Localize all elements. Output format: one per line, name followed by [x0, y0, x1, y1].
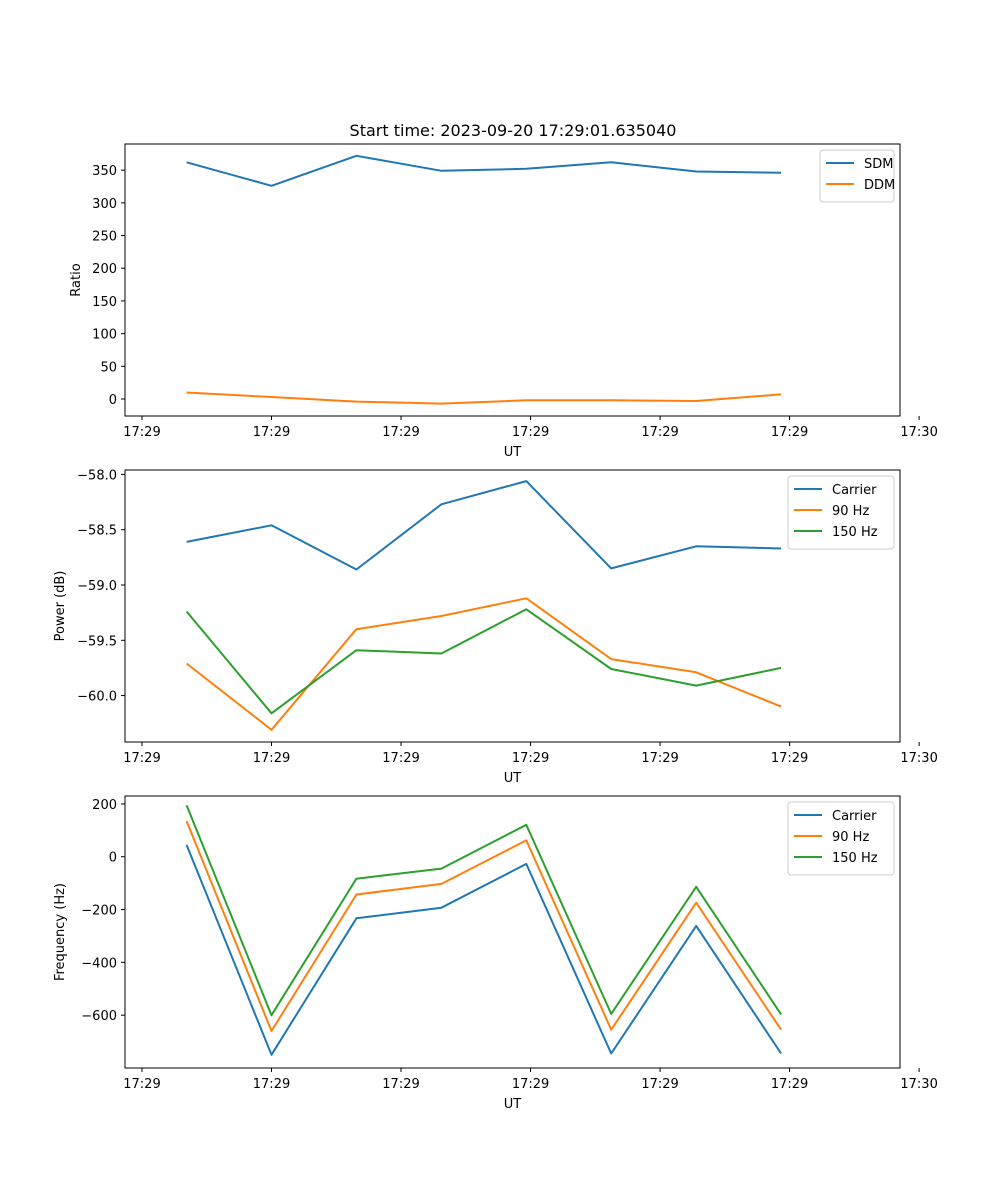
ratio-x-tick-label: 17:30	[900, 425, 937, 440]
frequency-axes-frame	[124, 795, 901, 1069]
power-y-tick-label: −58.5	[77, 524, 117, 539]
ratio-series-line-ddm	[186, 391, 782, 405]
ratio-y-tick-label: 50	[100, 360, 117, 375]
frequency-y-axis-label: Frequency (Hz)	[53, 883, 68, 981]
frequency-x-tick-label: 17:30	[900, 1077, 937, 1092]
frequency-legend-label: Carrier	[832, 809, 877, 824]
ratio-y-tick-label: 100	[92, 328, 117, 343]
frequency-y-tick-label: −600	[81, 1009, 117, 1024]
frequency-x-axis-label: UT	[504, 1097, 522, 1112]
power-x-tick-label: 17:29	[512, 751, 549, 766]
ratio-x-tick-label: 17:29	[382, 425, 419, 440]
frequency-x-tick-label: 17:29	[771, 1077, 808, 1092]
ratio-legend: SDM DDM	[819, 149, 895, 203]
frequency-y-tick-label: −400	[81, 956, 117, 971]
ratio-y-tick-label: 350	[92, 164, 117, 179]
power-legend: Carrier 90 Hz 150 Hz	[787, 475, 895, 550]
power-axes-frame	[124, 469, 901, 743]
ratio-x-axis-label: UT	[504, 445, 522, 460]
power-x-tick-label: 17:30	[900, 751, 937, 766]
ratio-legend-label: SDM	[864, 157, 893, 172]
ratio-series-line-sdm	[186, 154, 782, 187]
power-x-tick-label: 17:29	[123, 751, 160, 766]
power-x-axis-label: UT	[504, 771, 522, 786]
power-x-tick-label: 17:29	[771, 751, 808, 766]
power-y-tick-label: −59.5	[77, 634, 117, 649]
power-x-tick-label: 17:29	[253, 751, 290, 766]
frequency-panel: 17:29 17:29 17:29 17:29 17:29 17:29 17:30 −600 −…	[53, 795, 938, 1112]
frequency-y-tick-label: 200	[92, 798, 117, 813]
ratio-x-tick-label: 17:29	[512, 425, 549, 440]
frequency-series-line-150-hz	[185, 804, 782, 1017]
frequency-x-tick-label: 17:29	[123, 1077, 160, 1092]
chart-title: Start time: 2023-09-20 17:29:01.635040	[350, 121, 677, 140]
power-x-tick-label: 17:29	[382, 751, 419, 766]
ratio-axes-frame	[124, 143, 901, 417]
power-legend-label: Carrier	[832, 483, 877, 498]
power-legend-label: 90 Hz	[832, 504, 869, 519]
frequency-x-tick-label: 17:29	[382, 1077, 419, 1092]
frequency-series-line-carrier	[185, 844, 782, 1056]
ratio-x-tick-label: 17:29	[641, 425, 678, 440]
ratio-y-tick-label: 300	[92, 197, 117, 212]
frequency-x-tick-label: 17:29	[641, 1077, 678, 1092]
ratio-panel: 17:29 17:29 17:29 17:29 17:29 17:29 17:30 0 50 10…	[69, 143, 938, 460]
frequency-legend: Carrier 90 Hz 150 Hz	[787, 801, 895, 876]
ratio-y-tick-label: 250	[92, 230, 117, 245]
ratio-y-tick-label: 200	[92, 262, 117, 277]
power-series-line-90-hz	[185, 597, 782, 731]
power-series-line-150-hz	[185, 608, 782, 715]
power-y-tick-label: −60.0	[77, 690, 117, 705]
ratio-y-tick-label: 0	[109, 393, 117, 408]
power-y-tick-label: −58.0	[77, 468, 117, 483]
frequency-y-tick-label: 0	[109, 851, 117, 866]
power-y-axis-label: Power (dB)	[53, 571, 68, 642]
ratio-x-tick-label: 17:29	[771, 425, 808, 440]
frequency-legend-label: 150 Hz	[832, 851, 878, 866]
ratio-legend-label: DDM	[864, 178, 895, 193]
power-panel: 17:29 17:29 17:29 17:29 17:29 17:29 17:30 −60.0…	[53, 468, 938, 786]
ratio-x-tick-label: 17:29	[253, 425, 290, 440]
ratio-x-tick-label: 17:29	[123, 425, 160, 440]
frequency-y-tick-label: −200	[81, 904, 117, 919]
power-legend-label: 150 Hz	[832, 525, 878, 540]
frequency-x-tick-label: 17:29	[512, 1077, 549, 1092]
power-y-tick-label: −59.0	[77, 579, 117, 594]
frequency-series-line-90-hz	[185, 820, 782, 1032]
power-series-line-carrier	[186, 480, 782, 571]
ratio-y-tick-label: 150	[92, 295, 117, 310]
frequency-legend-label: 90 Hz	[832, 830, 869, 845]
frequency-x-tick-label: 17:29	[253, 1077, 290, 1092]
power-x-tick-label: 17:29	[641, 751, 678, 766]
ratio-y-axis-label: Ratio	[69, 263, 84, 296]
